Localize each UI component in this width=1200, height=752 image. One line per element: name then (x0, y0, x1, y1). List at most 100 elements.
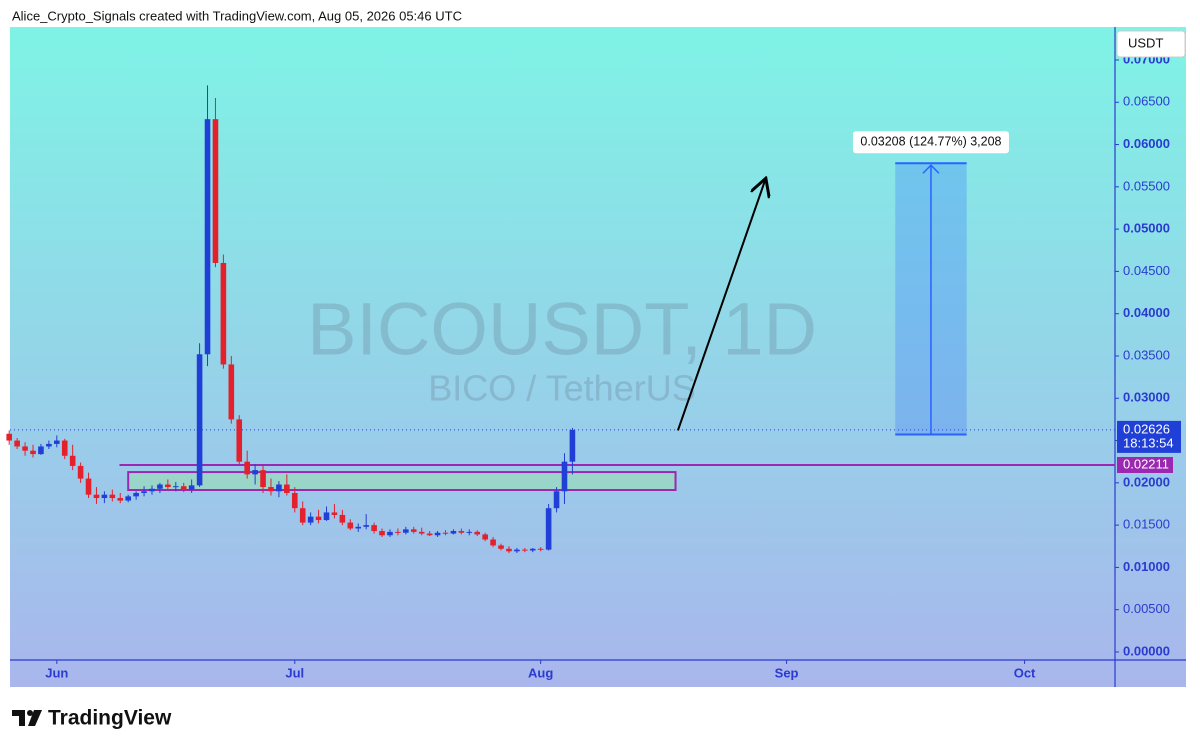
logo-icon (12, 710, 42, 726)
x-tick-label: Jun (45, 665, 68, 680)
logo-text: TradingView (48, 707, 172, 730)
candle-body (514, 549, 520, 552)
y-tick-label: 0.03000 (1123, 390, 1170, 405)
y-tick-label: 0.01500 (1123, 517, 1170, 532)
watermark: BICOUSDT, 1D (307, 288, 817, 371)
y-tick-label: 0.03500 (1123, 347, 1170, 362)
candle-body (14, 440, 20, 447)
candle-body (85, 478, 92, 495)
y-tick-label: 0.04000 (1123, 305, 1170, 320)
candle-body (498, 545, 504, 549)
candle-body (93, 494, 100, 499)
level-price-box (1117, 456, 1173, 473)
candle-body (545, 508, 552, 550)
candle-body (133, 492, 139, 497)
candle-body (442, 532, 449, 534)
candle-body (260, 470, 266, 488)
candle-body (228, 364, 235, 420)
candle-body (537, 548, 544, 550)
measure-label-box (852, 131, 1009, 154)
candle-body (22, 446, 28, 451)
currency: USDT (1128, 35, 1163, 50)
candle-body (363, 525, 369, 527)
candle-body (204, 119, 211, 355)
candle-body (458, 531, 465, 533)
measure-arrowhead (922, 164, 940, 174)
y-tick-label: 0.05000 (1123, 221, 1170, 236)
candle-body (236, 419, 243, 462)
candle-body (30, 450, 36, 455)
candle-body (157, 484, 163, 489)
x-tick-label: Sep (775, 665, 799, 680)
candle-body (284, 484, 290, 493)
y-tick-label: 0.05500 (1123, 178, 1170, 193)
candle-body (482, 534, 488, 540)
candle-body (77, 465, 84, 479)
y-tick-label: 0.04500 (1123, 263, 1170, 278)
candle-body (268, 487, 274, 492)
candle-body (180, 486, 187, 490)
candle-body (69, 455, 76, 466)
y-tick-label: 0.02000 (1123, 474, 1170, 489)
candle-body (220, 262, 227, 365)
candle-body (474, 531, 481, 535)
candle-body (371, 525, 377, 532)
candle-body (125, 496, 131, 501)
candle-body (355, 526, 362, 529)
candle-body (291, 492, 298, 509)
candle-body (172, 486, 179, 488)
last-price-label: 0.02626 (1123, 421, 1170, 436)
candle-body (410, 529, 417, 532)
y-tick-label: 0.06000 (1123, 136, 1170, 151)
candle-body (196, 354, 203, 486)
x-tick-label: Aug (528, 665, 553, 680)
candle-body (299, 508, 306, 523)
x-tick-label: Jul (285, 665, 304, 680)
candle-body (323, 512, 330, 521)
candle-body (450, 531, 457, 534)
candle-body (331, 512, 338, 515)
candle-body (109, 494, 116, 499)
x-tick-label: Oct (1014, 665, 1036, 680)
candle-body (252, 470, 258, 475)
projection-arrow (676, 180, 765, 431)
last-price-box (1117, 420, 1181, 453)
y-tick-label: 0.06500 (1123, 94, 1170, 109)
candle-body (244, 461, 250, 475)
candle-body (315, 516, 322, 521)
candle-body (418, 531, 425, 534)
candle-body (117, 498, 124, 501)
y-tick-label: 0.00500 (1123, 601, 1170, 616)
watermark-subtitle: BICO / TetherUS (428, 368, 695, 409)
candle-body (434, 532, 441, 536)
candle-body (490, 539, 496, 546)
candle-body (307, 516, 314, 523)
candle-body (522, 549, 528, 551)
candle-body (212, 119, 219, 263)
y-tick-label: 0.00000 (1123, 643, 1170, 658)
candle-body (387, 531, 393, 536)
candle-body (165, 484, 171, 488)
level-price-label: 0.02211 (1123, 456, 1169, 471)
candle-body (38, 446, 44, 455)
candle-body (553, 491, 560, 509)
candle-body (61, 440, 68, 456)
plot-layer: 0.000000.005000.010000.015000.020000.025… (6, 30, 1186, 680)
candle-body (347, 522, 354, 529)
candle-body (529, 548, 536, 551)
candle-body (561, 461, 568, 492)
candle-body (149, 488, 155, 492)
candle-body (395, 531, 401, 533)
candle-body (6, 433, 13, 441)
candle-body (54, 440, 60, 444)
candle-body (276, 484, 282, 492)
candle-body (506, 548, 512, 552)
support-zone (127, 471, 677, 492)
candle-body (141, 491, 147, 493)
currency-box (1116, 30, 1186, 58)
candle-body (426, 533, 433, 536)
candle-body (339, 514, 346, 523)
candle-body (466, 531, 473, 533)
